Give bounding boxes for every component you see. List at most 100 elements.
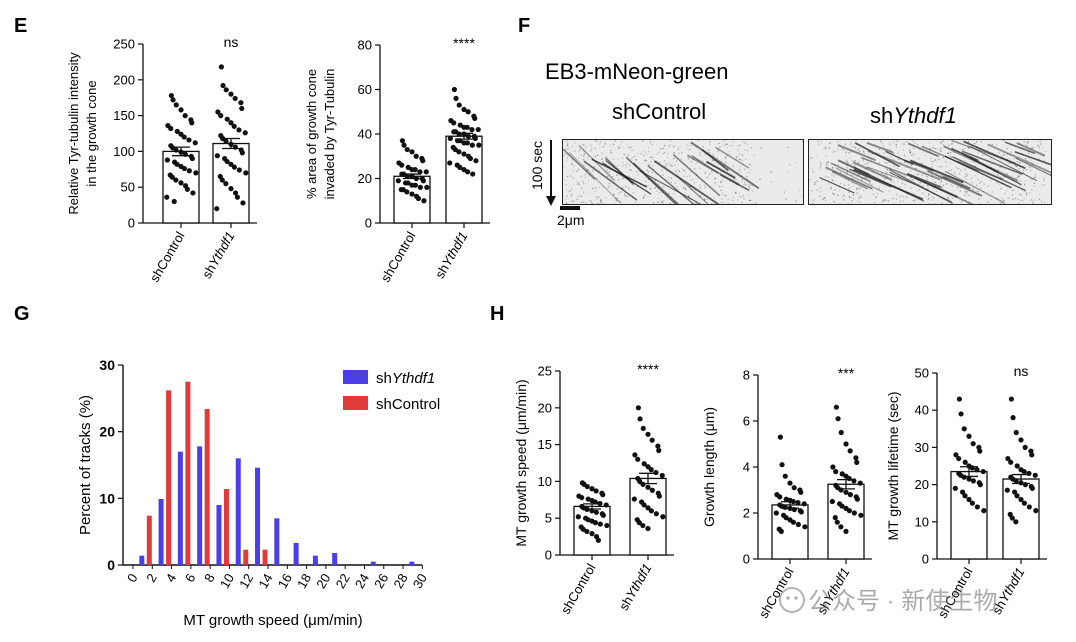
kymo-noise: [566, 159, 568, 161]
kymo-noise: [928, 142, 931, 144]
kymo-noise: [1016, 160, 1018, 163]
kymo-noise: [658, 192, 661, 194]
y-tick-label: 150: [113, 108, 135, 123]
data-point: [1029, 485, 1035, 491]
kymo-noise: [903, 154, 905, 156]
kymo-noise: [850, 142, 852, 144]
kymo-noise: [1008, 197, 1010, 199]
kymo-noise: [587, 180, 590, 182]
kymo-noise: [876, 193, 878, 195]
kymo-noise: [666, 171, 668, 173]
kymo-noise: [642, 197, 644, 199]
kymo-noise: [930, 160, 932, 162]
kymo-noise: [594, 190, 597, 192]
kymo-noise: [837, 194, 839, 196]
data-point: [224, 116, 230, 122]
kymo-noise: [1020, 194, 1022, 196]
data-point: [589, 486, 595, 492]
kymo-noise: [746, 149, 749, 151]
data-point: [838, 429, 844, 436]
kymo-noise: [1005, 185, 1007, 187]
data-point: [240, 200, 246, 206]
data-point: [575, 514, 581, 520]
kymo-noise: [843, 184, 846, 186]
kymo-noise: [580, 175, 582, 177]
kymo-noise: [912, 199, 915, 202]
kymo-noise: [712, 155, 714, 157]
kymo-noise: [959, 169, 962, 172]
data-point: [645, 525, 651, 532]
kymo-noise: [985, 167, 988, 169]
kymo-noise: [862, 164, 864, 166]
kymo-noise: [1017, 175, 1019, 177]
kymo-noise: [685, 188, 687, 191]
panel-letter-g: G: [14, 303, 30, 325]
kymo-noise: [785, 198, 787, 200]
kymo-noise: [834, 201, 836, 203]
kymo-noise: [839, 190, 841, 192]
kymo-noise: [834, 194, 836, 196]
x-tick-label: 10: [217, 571, 237, 591]
kymo-noise: [609, 144, 612, 146]
kymo-noise: [921, 174, 923, 176]
kymo-noise: [661, 196, 663, 198]
kymo-noise: [650, 188, 652, 190]
kymo-noise: [673, 152, 675, 154]
data-point: [777, 494, 783, 500]
kymo-noise: [880, 140, 882, 143]
kymo-noise: [613, 143, 615, 146]
kymo-noise: [933, 147, 935, 149]
kymo-noise: [623, 153, 625, 156]
kymo-noise: [586, 168, 588, 170]
kymo-noise: [584, 153, 586, 155]
data-point: [214, 206, 220, 212]
data-point: [640, 522, 646, 529]
data-point: [597, 521, 603, 527]
kymo-noise: [992, 191, 994, 193]
kymo-noise: [878, 148, 881, 150]
kymo-noise: [868, 153, 870, 155]
kymo-noise: [914, 200, 916, 202]
kymo-noise: [999, 166, 1001, 169]
kymo-noise: [570, 200, 572, 203]
data-point: [847, 448, 853, 454]
kymo-noise: [818, 140, 820, 142]
kymo-noise: [708, 151, 711, 153]
kymo-noise: [856, 187, 858, 189]
kymo-noise: [881, 143, 883, 145]
kymo-noise: [739, 144, 741, 147]
kymo-noise: [902, 149, 904, 151]
kymo-noise: [978, 203, 980, 204]
kymo-track: [701, 148, 729, 172]
kymo-noise: [1006, 190, 1008, 192]
kymo-noise: [599, 176, 602, 178]
kymo-noise: [677, 188, 679, 190]
kymo-noise: [673, 141, 676, 143]
kymo-noise: [656, 190, 658, 192]
kymo-noise: [714, 178, 716, 180]
kymo-noise: [902, 200, 904, 202]
kymo-noise: [1019, 173, 1022, 175]
kymo-noise: [624, 194, 626, 197]
bar: [1002, 478, 1040, 560]
kymo-noise: [910, 187, 912, 189]
legend-swatch: [343, 396, 368, 410]
data-point: [189, 155, 195, 162]
y-axis-label: Percent of tracks (%): [77, 395, 94, 535]
data-point: [1026, 504, 1032, 510]
kymo-noise: [925, 147, 928, 149]
kymo-noise: [819, 165, 821, 167]
kymo-noise: [685, 198, 687, 200]
data-point: [632, 452, 638, 458]
kymo-noise: [888, 142, 891, 144]
kymo-noise: [601, 157, 604, 160]
kymo-noise: [1037, 144, 1039, 147]
kymo-noise: [949, 155, 951, 157]
data-point: [465, 109, 471, 115]
kymo-noise: [566, 145, 568, 147]
kymo-noise: [679, 180, 681, 182]
data-point: [585, 517, 591, 523]
kymo-noise: [926, 176, 928, 178]
legend-swatch: [343, 370, 368, 384]
kymo-noise: [712, 153, 714, 155]
